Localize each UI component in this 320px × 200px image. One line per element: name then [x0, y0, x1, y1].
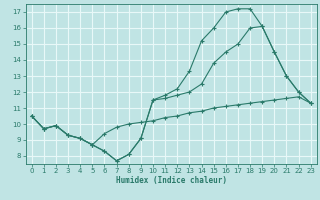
X-axis label: Humidex (Indice chaleur): Humidex (Indice chaleur): [116, 176, 227, 185]
